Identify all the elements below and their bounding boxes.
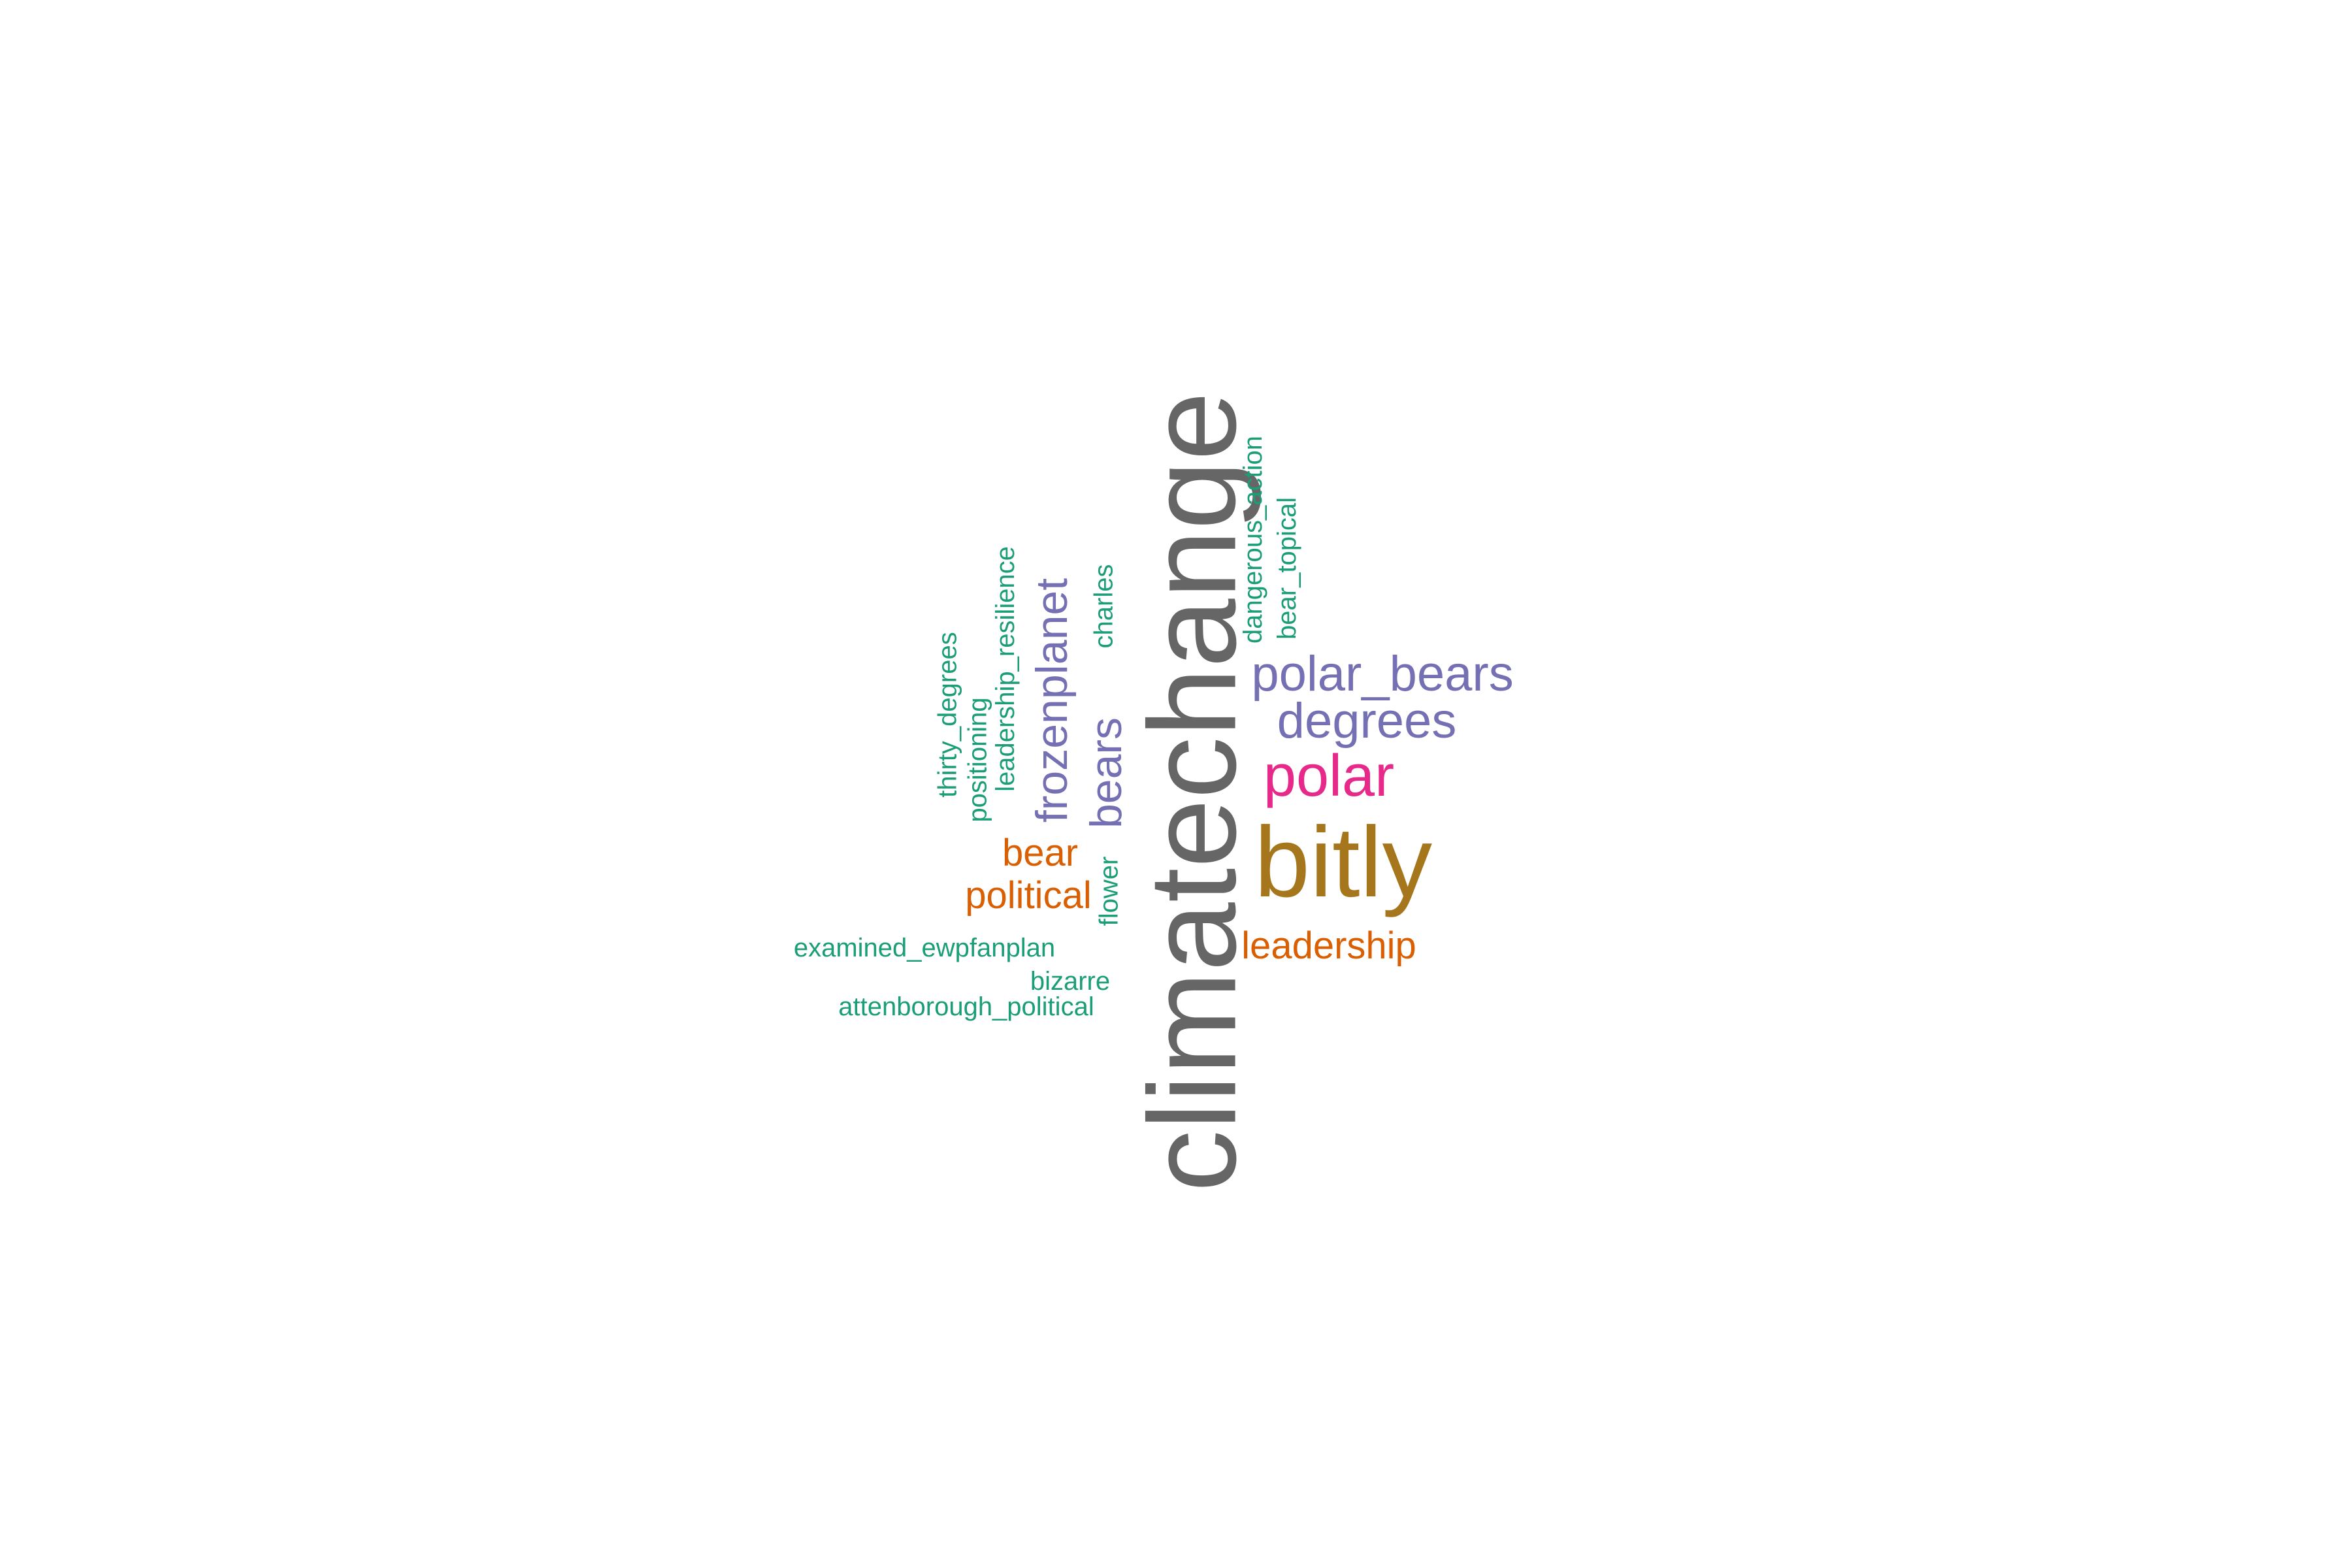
word-climatechange: climatechange [1123, 391, 1262, 1192]
word-leadership: leadership [1241, 924, 1416, 967]
word-bitly: bitly [1254, 806, 1433, 918]
word-dangerous-action: dangerous_action [1239, 435, 1267, 644]
word-positioning: positioning [964, 697, 992, 823]
word-examined-ewpfanplan: examined_ewpfanplan [793, 934, 1056, 962]
word-bear: bear [1002, 832, 1079, 874]
word-leadership-resilience: leadership_resilience [991, 546, 1020, 792]
word-bears: bears [1081, 717, 1131, 829]
word-frozenplanet: frozenplanet [1026, 578, 1077, 823]
word-polar: polar [1263, 743, 1395, 809]
word-thirty-degrees: thirty_degrees [933, 632, 962, 798]
word-bear-topical: bear_topical [1273, 497, 1301, 640]
word-polar-bears: polar_bears [1251, 646, 1514, 702]
word-political: political [965, 874, 1092, 917]
word-flower: flower [1094, 856, 1123, 926]
word-bizarre: bizarre [1030, 967, 1111, 996]
word-charles: charles [1088, 564, 1118, 649]
word-degrees: degrees [1277, 693, 1457, 749]
word-attenborough-political: attenborough_political [838, 992, 1094, 1021]
